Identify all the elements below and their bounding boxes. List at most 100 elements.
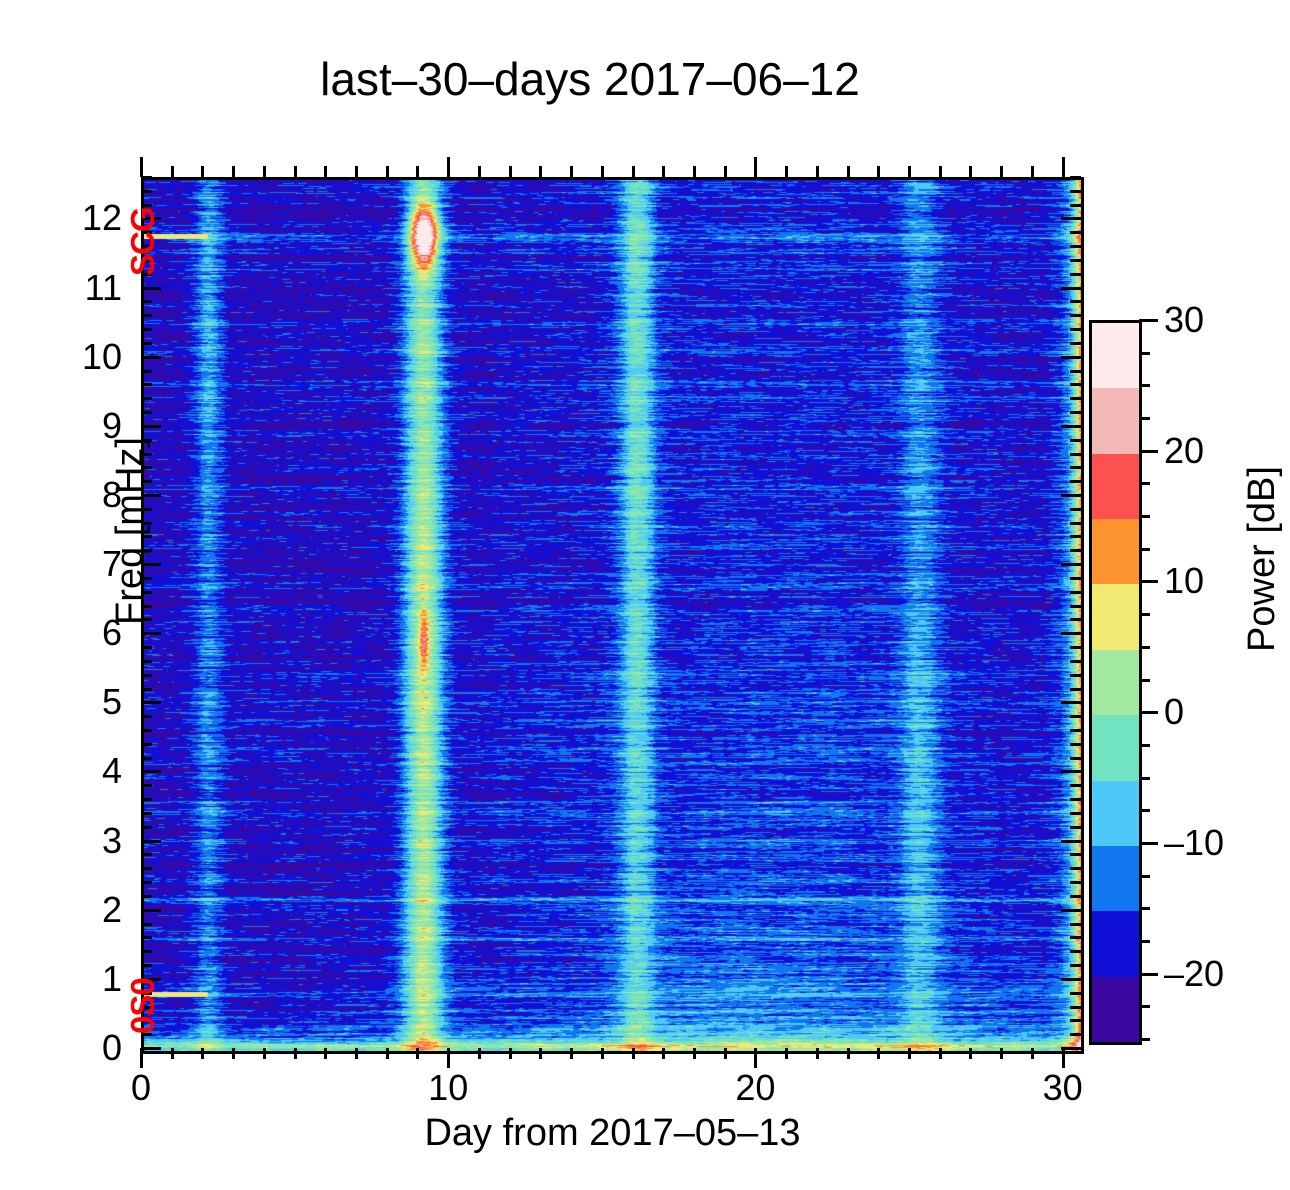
x-tick-minor xyxy=(662,1048,666,1059)
y-tick-minor xyxy=(141,991,152,995)
y-tick-label: 10 xyxy=(81,335,122,377)
colorbar-tick-label: 20 xyxy=(1164,429,1205,471)
x-tick-minor xyxy=(539,166,543,177)
y-tick-label: 9 xyxy=(101,404,122,446)
y-tick-minor xyxy=(141,341,152,345)
y-tick-major xyxy=(141,770,161,774)
x-tick-minor xyxy=(877,1048,881,1059)
y-tick-minor xyxy=(1070,825,1081,829)
colorbar-tick-label: 10 xyxy=(1164,560,1205,602)
y-tick-minor xyxy=(1070,1033,1081,1037)
x-tick-minor xyxy=(570,1048,574,1059)
y-tick-minor xyxy=(141,673,152,677)
x-tick-minor xyxy=(631,166,635,177)
x-tick-minor xyxy=(293,166,297,177)
colorbar-tick-minor xyxy=(1139,1005,1150,1009)
x-tick-minor xyxy=(201,166,205,177)
colorbar-tick-minor xyxy=(1139,351,1150,355)
y-tick-major xyxy=(1061,770,1081,774)
x-tick-minor xyxy=(201,1048,205,1059)
x-tick-minor xyxy=(1030,166,1034,177)
x-tick-minor xyxy=(1030,1048,1034,1059)
x-tick-minor xyxy=(477,166,481,177)
y-tick-major xyxy=(141,1047,161,1050)
y-tick-minor xyxy=(1070,535,1081,539)
y-tick-minor xyxy=(141,604,152,608)
colorbar-band xyxy=(1092,323,1139,389)
y-tick-minor xyxy=(1070,811,1081,815)
y-tick-major xyxy=(141,908,161,912)
y-tick-major xyxy=(141,701,161,705)
y-tick-major xyxy=(141,632,161,636)
colorbar-tick-minor xyxy=(1139,384,1150,388)
y-tick-minor xyxy=(1070,673,1081,677)
x-tick-minor xyxy=(908,1048,912,1059)
colorbar-label: Power [dB] xyxy=(1241,466,1283,652)
y-tick-minor xyxy=(1070,507,1081,511)
y-tick-minor xyxy=(1070,618,1081,622)
colorbar-tick-major xyxy=(1139,972,1158,976)
y-tick-minor xyxy=(1070,936,1081,940)
y-tick-minor xyxy=(141,1019,152,1023)
x-tick-minor xyxy=(785,166,789,177)
x-tick-minor xyxy=(385,166,389,177)
x-tick-minor xyxy=(692,166,696,177)
y-tick-minor xyxy=(141,742,152,746)
y-tick-minor xyxy=(1070,272,1081,276)
y-tick-minor xyxy=(141,756,152,760)
y-tick-major xyxy=(1061,632,1081,636)
colorbar-tick-major xyxy=(1139,449,1158,453)
y-tick-minor xyxy=(1070,991,1081,995)
x-tick-minor xyxy=(324,166,328,177)
y-tick-minor xyxy=(141,507,152,511)
y-tick-minor xyxy=(141,300,152,304)
y-tick-minor xyxy=(141,811,152,815)
y-tick-minor xyxy=(141,521,152,525)
colorbar-band xyxy=(1092,715,1139,781)
y-tick-minor xyxy=(1070,328,1081,332)
colorbar-tick-minor xyxy=(1139,743,1150,747)
y-tick-minor xyxy=(141,203,152,207)
y-tick-minor xyxy=(1070,894,1081,898)
x-tick-minor xyxy=(355,166,359,177)
colorbar-tick-label: 0 xyxy=(1164,691,1185,733)
y-tick-minor xyxy=(141,646,152,650)
y-tick-minor xyxy=(1070,480,1081,484)
y-tick-major xyxy=(141,217,161,221)
y-tick-minor xyxy=(141,950,152,954)
colorbar-tick-minor xyxy=(1139,809,1150,813)
x-tick-minor xyxy=(969,166,973,177)
y-tick-minor xyxy=(141,466,152,470)
y-tick-minor xyxy=(141,1005,152,1009)
scg-marker: SCG xyxy=(124,207,161,276)
y-tick-minor xyxy=(141,1033,152,1037)
colorbar-tick-major xyxy=(1139,319,1158,322)
x-tick-minor xyxy=(570,166,574,177)
y-tick-minor xyxy=(1070,189,1081,193)
y-tick-minor xyxy=(1070,922,1081,926)
spectrogram-image xyxy=(144,180,1081,1051)
colorbar-tick-minor xyxy=(1139,645,1150,649)
x-tick-major xyxy=(447,157,451,177)
x-tick-minor xyxy=(262,166,266,177)
y-tick-minor xyxy=(141,922,152,926)
y-tick-minor xyxy=(141,231,152,235)
colorbar-tick-minor xyxy=(1139,939,1150,943)
colorbar-band xyxy=(1092,519,1139,585)
y-tick-major xyxy=(1061,286,1081,290)
x-tick-major xyxy=(140,1048,143,1068)
colorbar-tick-minor xyxy=(1139,776,1150,780)
x-tick-minor xyxy=(1000,166,1004,177)
colorbar-tick-major xyxy=(1139,711,1158,715)
x-tick-minor xyxy=(416,166,420,177)
y-tick-minor xyxy=(1070,604,1081,608)
y-tick-minor xyxy=(1070,950,1081,954)
x-tick-minor xyxy=(385,1048,389,1059)
y-tick-minor xyxy=(1070,521,1081,525)
x-tick-minor xyxy=(508,1048,512,1059)
colorbar-tick-minor xyxy=(1139,907,1150,911)
y-tick-minor xyxy=(1070,341,1081,345)
x-tick-minor xyxy=(293,1048,297,1059)
x-tick-major xyxy=(1061,157,1065,177)
